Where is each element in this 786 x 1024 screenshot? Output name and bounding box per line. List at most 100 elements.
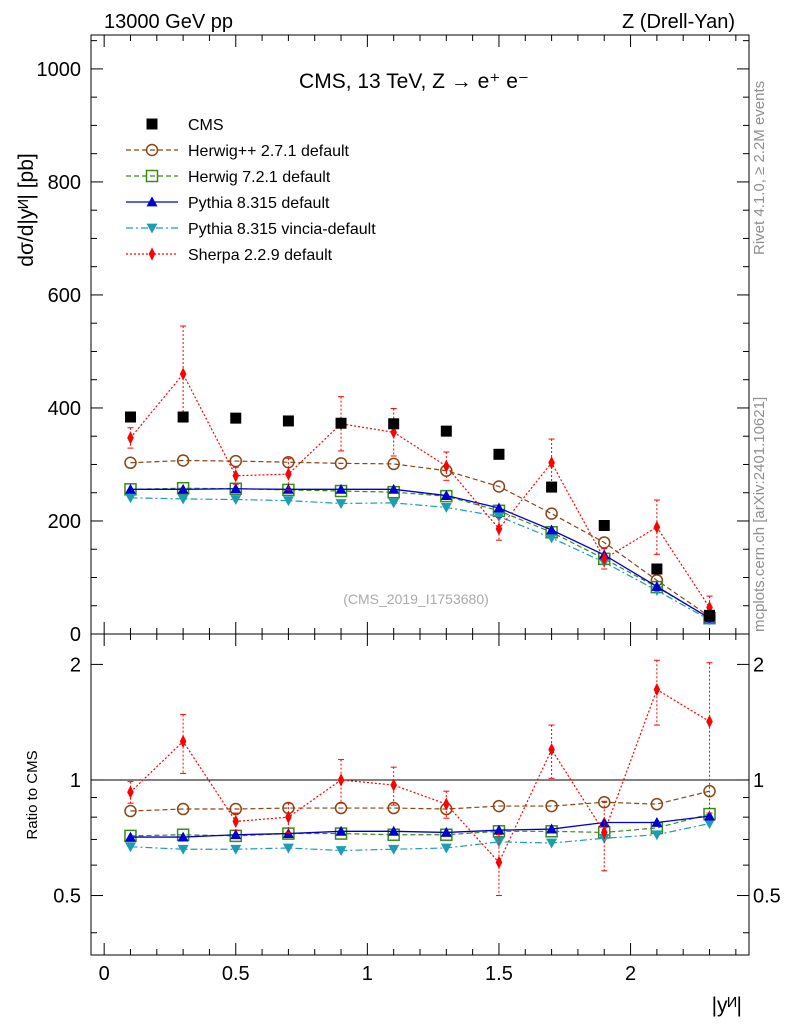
x-tick-label: 1.5 (485, 963, 513, 985)
data-point (179, 367, 187, 381)
ratio-line (130, 688, 710, 864)
data-point (440, 843, 452, 854)
y-tick-label: 0 (70, 624, 81, 646)
data-point (124, 456, 137, 470)
data-point (600, 552, 608, 566)
y-tick-label: 200 (48, 511, 81, 533)
data-point (388, 844, 400, 855)
chart-title: CMS, 13 TeV, Z → e⁺ e⁻ (299, 70, 529, 93)
data-point (282, 483, 294, 494)
ratio-frame (90, 633, 750, 956)
data-point (650, 797, 664, 811)
data-point (282, 496, 294, 507)
data-point (145, 169, 159, 183)
legend-label: Pythia 8.315 default (188, 195, 330, 212)
data-point (146, 223, 158, 234)
data-point (285, 810, 292, 824)
analysis-watermark: (CMS_2019_I1753680) (343, 591, 489, 607)
data-point (230, 495, 242, 506)
data-point (285, 467, 292, 481)
data-point (282, 828, 294, 838)
data-point (440, 425, 452, 437)
mcplots-source-label: mcplots.cern.ch [arXiv:2401.10621] (751, 397, 768, 632)
data-point (387, 457, 400, 471)
data-point (493, 502, 505, 513)
data-point (388, 825, 400, 836)
data-point (440, 503, 452, 513)
data-point (177, 844, 189, 855)
data-point (388, 418, 400, 430)
data-point (176, 802, 190, 816)
data-point (388, 498, 400, 509)
ratio-series-herwig-2-7-1-default (124, 784, 716, 818)
data-point (651, 581, 663, 591)
data-point (600, 825, 608, 840)
data-point (390, 425, 397, 439)
series-line (130, 488, 710, 619)
ratio-series-pythia-8-315-vincia-default (124, 819, 716, 857)
data-point (335, 825, 347, 836)
series-sherpa-2-2-9-default (127, 325, 713, 620)
x-tick-label: 0.5 (222, 963, 250, 985)
series-line (130, 372, 711, 608)
legend: CMS Herwig++ 2.7.1 default Herwig 7.2.1 de… (126, 117, 376, 264)
legend-label: CMS (188, 117, 224, 134)
data-point (492, 480, 506, 493)
data-point (334, 801, 348, 815)
ratio-tick-label: 1 (70, 770, 81, 792)
data-point (495, 522, 503, 536)
data-point (229, 454, 243, 468)
data-point (148, 247, 156, 261)
data-point (282, 843, 294, 854)
data-point (335, 499, 347, 509)
legend-entry: Herwig++ 2.7.1 default (126, 143, 350, 160)
data-point (124, 483, 136, 494)
data-point (124, 842, 136, 853)
data-point (230, 844, 242, 855)
data-point (653, 520, 661, 534)
data-point (179, 734, 187, 749)
data-point (334, 457, 348, 470)
data-point (651, 830, 663, 841)
header-energy-label: 13000 GeV pp (104, 11, 233, 33)
ratio-plot-area: 0 0.5 1 1.5 2 0.5 0.5 1 1 2 2 (53, 633, 781, 985)
data-point (440, 826, 452, 837)
data-point (597, 536, 611, 549)
data-point (546, 823, 558, 834)
data-point (124, 493, 136, 504)
data-point (706, 714, 713, 729)
data-point (546, 838, 558, 849)
data-point (335, 483, 347, 494)
header-process-label: Z (Drell-Yan) (622, 11, 735, 33)
data-point (124, 804, 137, 818)
y-tick-label: 1000 (37, 59, 82, 81)
data-point (335, 417, 347, 429)
legend-label: Herwig++ 2.7.1 default (188, 143, 350, 160)
series-line (130, 459, 710, 617)
ratio-tick-label-right: 1 (753, 770, 764, 792)
series-cms (124, 411, 716, 621)
data-point (177, 411, 189, 423)
ratio-line (130, 822, 710, 852)
data-point (440, 490, 452, 500)
data-point (127, 431, 134, 445)
data-point (124, 411, 136, 423)
ratio-line (130, 790, 710, 812)
data-point (548, 456, 555, 470)
main-plot-area: 0 200 400 600 800 1000 (37, 34, 750, 646)
data-point (493, 824, 505, 835)
legend-label: Pythia 8.315 vincia-default (188, 221, 376, 238)
data-point (704, 819, 716, 830)
series-line (130, 497, 710, 621)
data-point (704, 609, 716, 621)
ratio-tick-label-right: 0.5 (753, 886, 781, 908)
data-point (653, 682, 661, 697)
data-point (443, 797, 450, 811)
data-point (493, 512, 505, 522)
ratio-line (130, 815, 710, 838)
x-tick-label: 2 (625, 963, 636, 985)
data-point (230, 829, 242, 840)
data-point (651, 816, 663, 827)
ratio-tick-label: 2 (70, 654, 81, 676)
data-point (232, 469, 240, 483)
